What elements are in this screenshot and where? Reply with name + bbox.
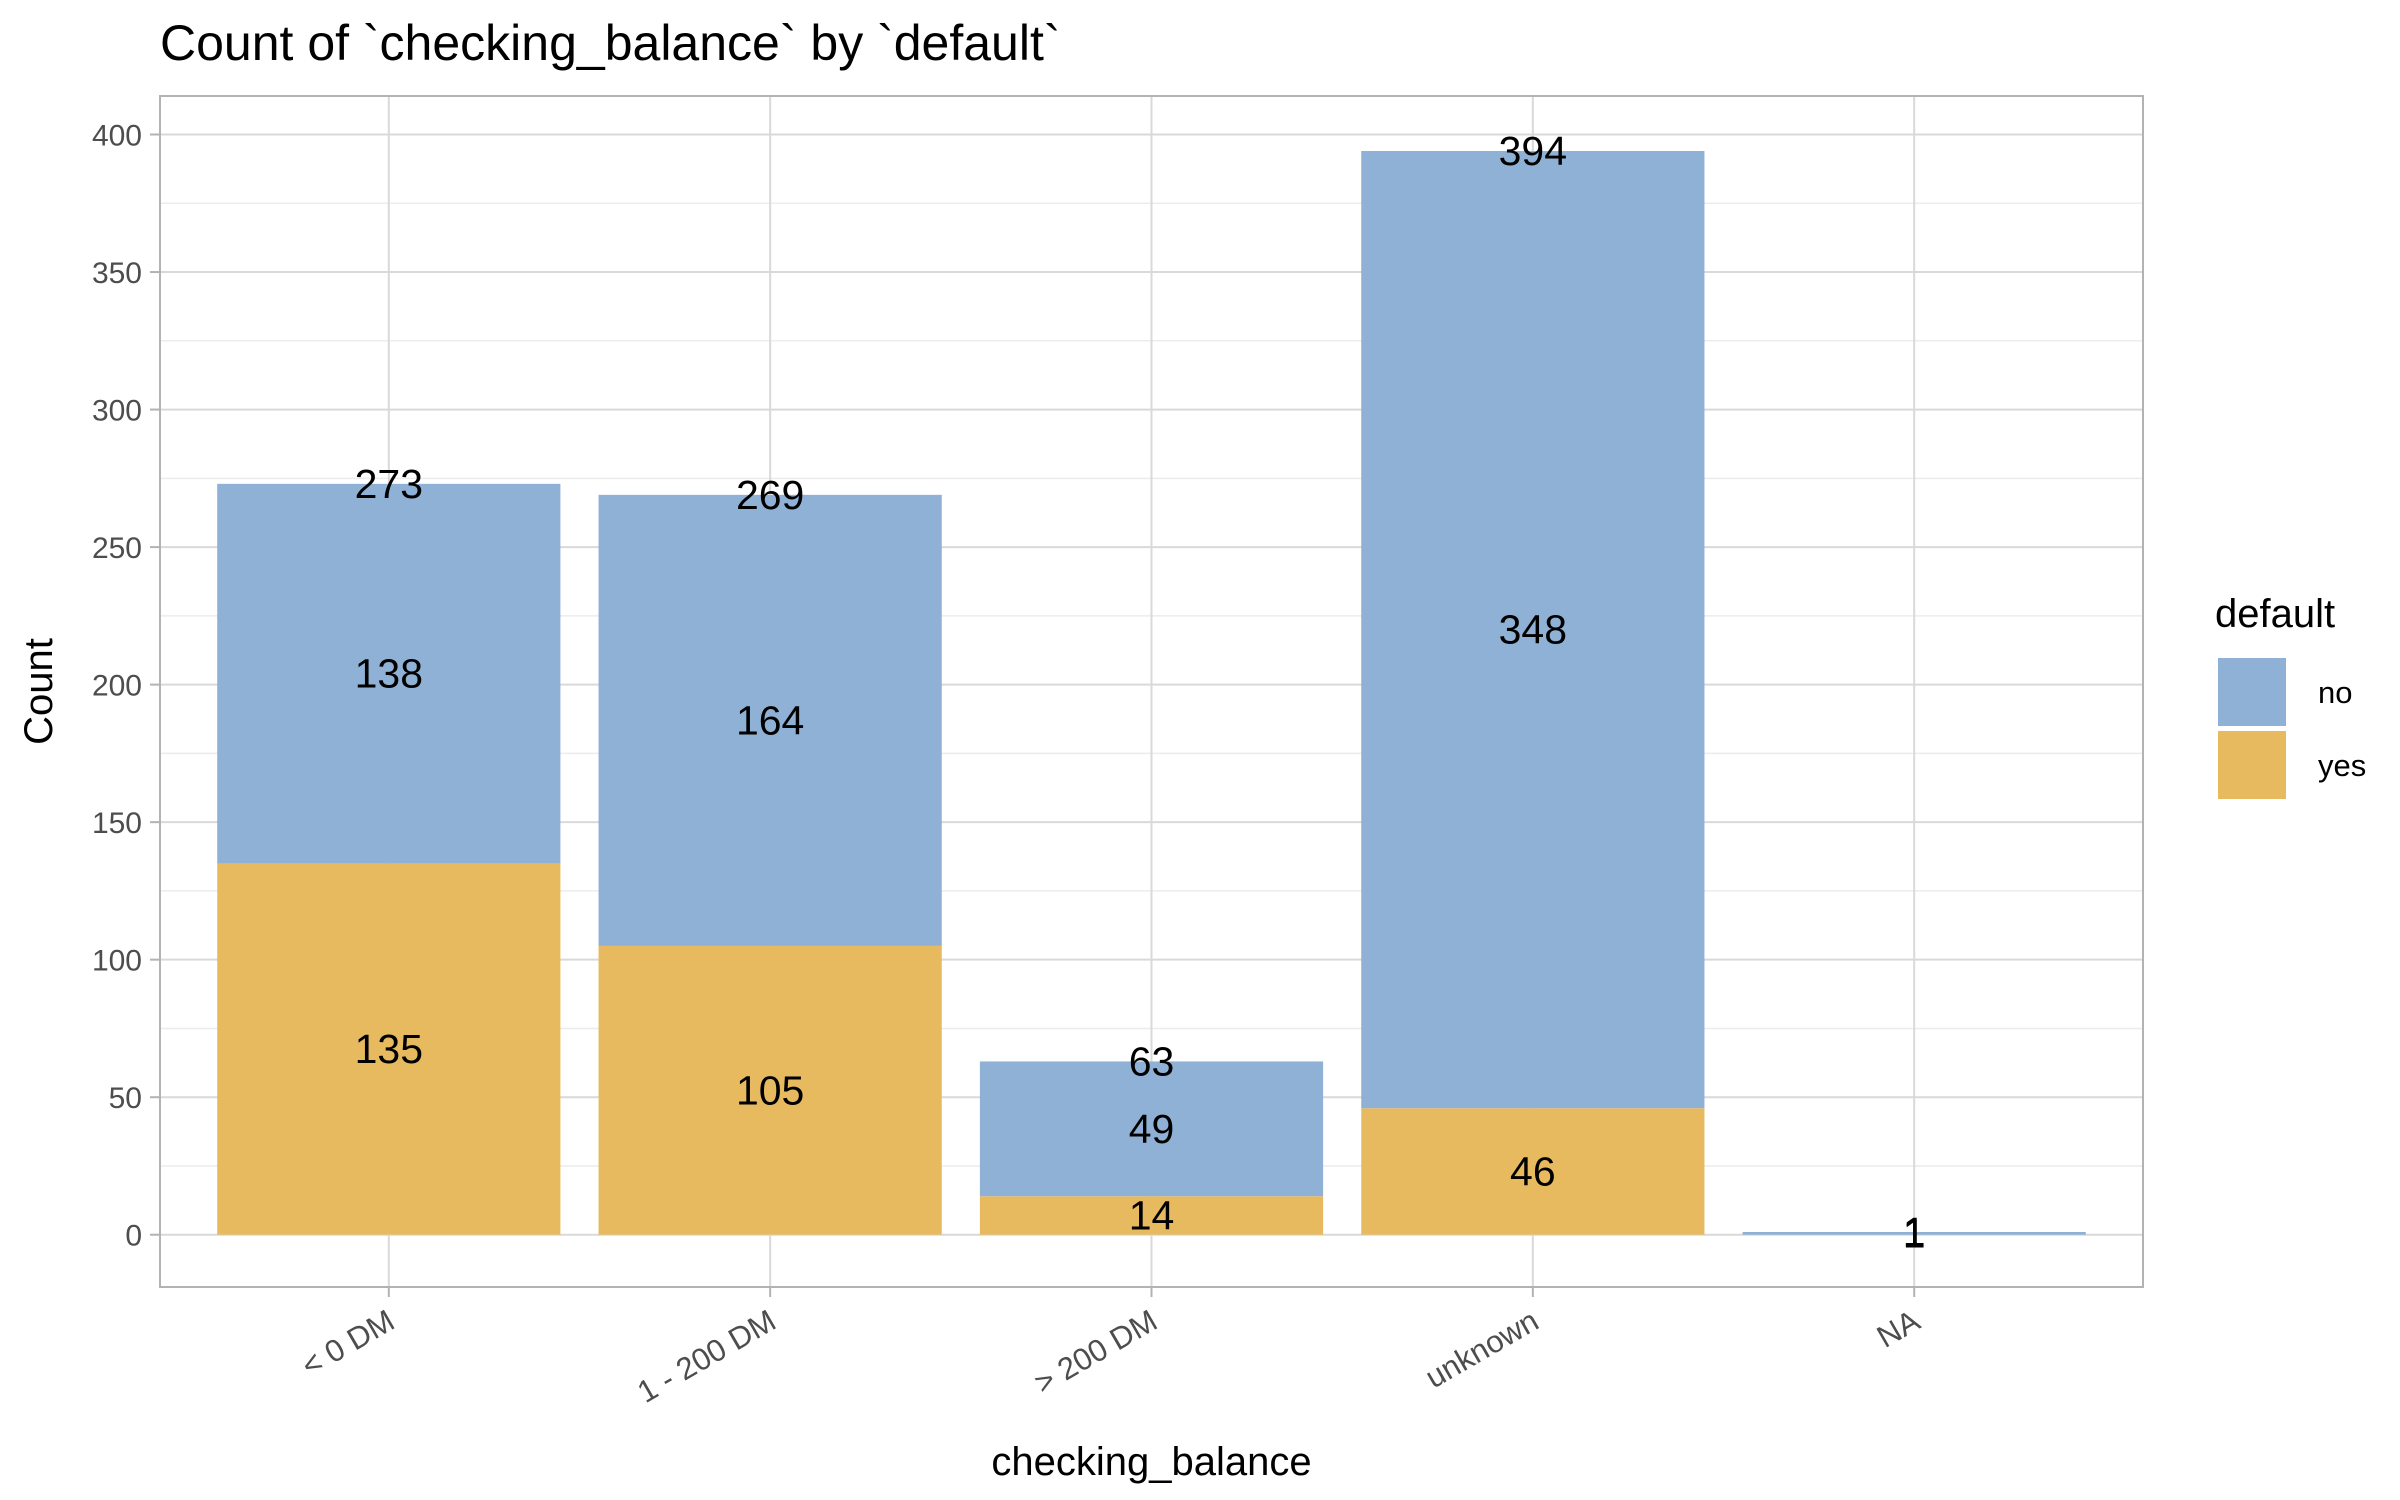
- segment-label: 164: [736, 697, 804, 743]
- chart-title: Count of `checking_balance` by `default`: [160, 15, 1061, 71]
- bar-segment: [217, 483, 561, 864]
- legend: default no yes: [2215, 592, 2366, 799]
- bar-segment: [1742, 1231, 2086, 1235]
- y-tick-label: 0: [125, 1220, 142, 1253]
- y-tick-label: 350: [92, 257, 142, 290]
- legend-title: default: [2215, 592, 2335, 636]
- y-tick-label: 200: [92, 670, 142, 703]
- segment-label: 14: [1129, 1192, 1175, 1238]
- bar-segment: [979, 1061, 1324, 1197]
- segment-label: 49: [1129, 1106, 1175, 1152]
- total-label: 273: [355, 461, 423, 507]
- segment-label: 46: [1510, 1148, 1556, 1194]
- bar-segment: [598, 945, 942, 1235]
- legend-key-no: [2218, 658, 2286, 726]
- bar-segment: [598, 494, 942, 946]
- x-axis-title: checking_balance: [991, 1440, 1311, 1484]
- x-tick-label: NA: [1871, 1303, 1926, 1355]
- total-label: 63: [1129, 1038, 1175, 1084]
- total-label: 1: [1903, 1209, 1926, 1255]
- legend-items: no yes: [2218, 658, 2366, 799]
- segment-label: 1: [1903, 1210, 1926, 1256]
- y-axis-title: Count: [17, 638, 61, 745]
- total-label: 394: [1499, 128, 1567, 174]
- y-tick-label: 150: [92, 807, 142, 840]
- y-axis-ticks: 0 50 100 150 200 250 300 350 400: [92, 120, 160, 1253]
- y-tick-label: 50: [109, 1082, 142, 1115]
- bars: [217, 151, 2086, 1235]
- bar-segment: [979, 1196, 1324, 1235]
- y-tick-label: 250: [92, 532, 142, 565]
- bar-segment: [217, 863, 561, 1235]
- x-tick-label: 1 - 200 DM: [631, 1303, 781, 1410]
- x-axis-ticks: < 0 DM 1 - 200 DM > 200 DM unknown NA: [296, 1287, 1926, 1410]
- total-label: 269: [736, 472, 804, 518]
- y-tick-label: 100: [92, 945, 142, 978]
- segment-label: 105: [736, 1067, 804, 1113]
- legend-label-yes: yes: [2318, 748, 2366, 783]
- y-tick-label: 400: [92, 120, 142, 153]
- segment-label: 348: [1499, 607, 1567, 653]
- segment-label: 135: [355, 1026, 423, 1072]
- segment-label: 138: [355, 651, 423, 697]
- legend-key-yes: [2218, 731, 2286, 799]
- bar-segment: [1361, 1108, 1705, 1235]
- x-tick-label: unknown: [1419, 1303, 1544, 1395]
- x-tick-label: > 200 DM: [1028, 1303, 1163, 1401]
- x-tick-label: < 0 DM: [296, 1303, 401, 1384]
- bar-segment: [1361, 151, 1705, 1109]
- y-tick-label: 300: [92, 395, 142, 428]
- legend-label-no: no: [2318, 675, 2352, 710]
